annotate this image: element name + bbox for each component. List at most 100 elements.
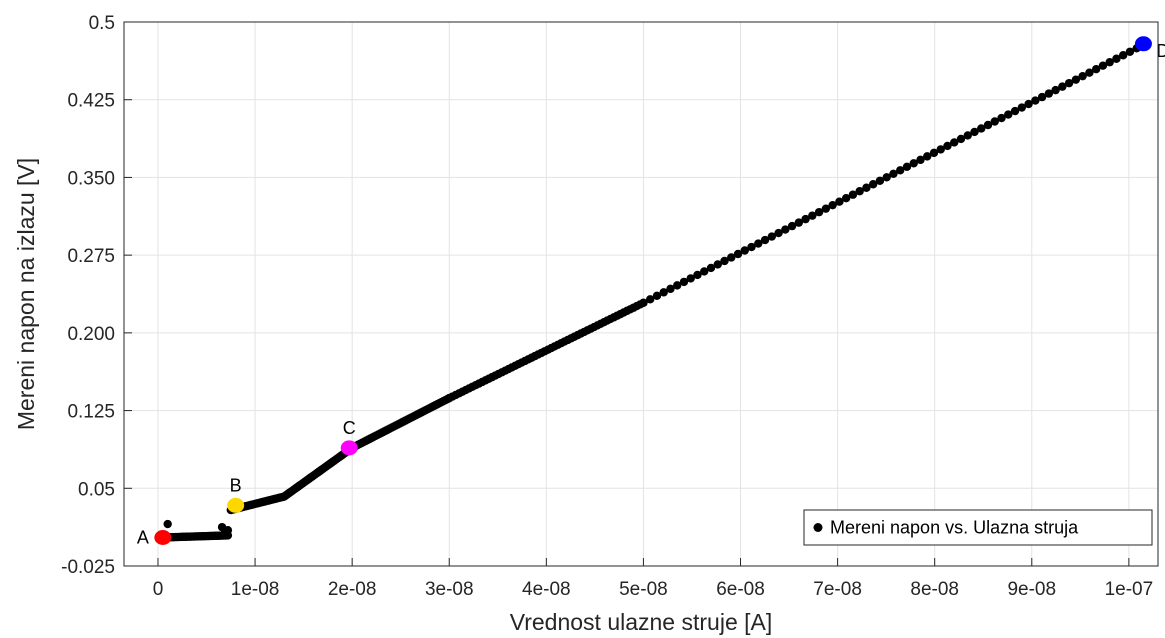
data-point	[862, 183, 871, 192]
data-point	[1098, 61, 1108, 70]
x-tick-label: 5e-08	[619, 579, 668, 600]
data-point	[760, 235, 770, 245]
data-point	[693, 270, 702, 280]
data-point	[801, 214, 810, 224]
plot-border	[123, 21, 1159, 567]
data-point	[923, 152, 932, 161]
annotation-label-b: B	[230, 475, 242, 495]
data-point	[909, 159, 918, 168]
data-point	[645, 295, 655, 304]
data-point	[821, 204, 831, 213]
y-tick-label: 0.425	[67, 91, 115, 112]
data-point	[868, 180, 878, 189]
data-point	[1010, 106, 1020, 116]
annotation-label-c: C	[343, 418, 356, 438]
annotation-label-a: A	[137, 528, 149, 548]
data-point	[841, 194, 851, 203]
data-point	[956, 134, 966, 144]
legend-box	[803, 509, 1153, 546]
data-point	[808, 211, 817, 220]
data-point	[673, 281, 682, 290]
annotation-points: A B C D	[137, 36, 1165, 548]
annotation-point-a	[154, 530, 172, 546]
data-point	[889, 169, 898, 179]
data-point	[1105, 58, 1114, 67]
y-axis-ticks: -0.025 0.05 0.125 0.200 0.275 0.350 0.425 0.5	[61, 13, 132, 578]
data-point	[794, 218, 804, 227]
data-point	[1031, 96, 1040, 105]
data-point	[740, 246, 749, 255]
data-point	[727, 253, 736, 262]
data-point	[787, 221, 797, 231]
y-tick-label: 0.125	[67, 402, 115, 423]
data-point	[781, 225, 790, 234]
annotation-point-d	[1134, 36, 1152, 52]
y-tick-label: 0.275	[67, 246, 115, 267]
data-point	[814, 207, 824, 217]
x-tick-label: 1e-08	[231, 579, 280, 600]
data-point	[855, 187, 864, 196]
data-point	[882, 173, 891, 182]
x-tick-label: 1e-07	[1105, 579, 1154, 600]
y-tick-label: -0.025	[61, 557, 115, 578]
y-tick-label: 0.350	[67, 168, 115, 189]
data-point	[1037, 92, 1047, 102]
data-point	[706, 263, 716, 273]
data-point	[902, 162, 912, 172]
data-point	[1078, 71, 1087, 81]
data-point	[943, 141, 952, 151]
data-point	[652, 291, 662, 301]
data-point	[639, 298, 648, 308]
y-tick-label: 0.05	[78, 479, 115, 500]
legend-marker	[813, 523, 823, 532]
data-point	[774, 228, 783, 238]
data-point	[220, 528, 230, 538]
data-point	[666, 284, 675, 294]
data-point	[875, 176, 885, 185]
x-tick-label: 9e-08	[1007, 579, 1056, 600]
data-point	[1085, 68, 1094, 77]
data-point	[659, 288, 668, 297]
data-point	[929, 148, 939, 158]
data-point	[1112, 54, 1121, 63]
data-point	[686, 274, 695, 283]
data-point	[747, 242, 756, 252]
data-point	[1125, 47, 1135, 56]
data-point	[963, 131, 972, 140]
data-point	[990, 117, 999, 126]
y-tick-label: 0.5	[89, 13, 115, 34]
data-point	[754, 239, 763, 248]
data-point	[1017, 103, 1027, 112]
data-point	[936, 145, 945, 154]
y-axis-title: Mereni napon na izlazu [V]	[13, 158, 39, 430]
data-point	[163, 519, 172, 529]
data-point	[1051, 85, 1060, 95]
x-tick-label: 0	[153, 579, 164, 600]
data-point	[1044, 89, 1054, 98]
legend-entry-label: Mereni napon vs. Ulazna struja	[830, 518, 1079, 538]
x-tick-label: 3e-08	[425, 579, 474, 600]
data-point	[713, 260, 722, 269]
data-point	[1004, 110, 1013, 119]
data-point	[1071, 75, 1081, 84]
data-point	[679, 277, 689, 287]
data-point	[1118, 51, 1128, 60]
data-point	[1058, 82, 1067, 91]
data-point	[700, 267, 709, 276]
x-tick-label: 4e-08	[522, 579, 571, 600]
x-tick-label: 7e-08	[813, 579, 862, 600]
data-point	[1091, 65, 1101, 74]
data-point	[950, 138, 959, 147]
x-tick-label: 8e-08	[910, 579, 959, 600]
data-point	[733, 249, 743, 259]
annotation-point-b	[227, 497, 245, 513]
x-tick-label: 2e-08	[328, 579, 377, 600]
x-axis-ticks: 0 1e-08 2e-08 3e-08 4e-08 5e-08 6e-08 7e-08 8e-0…	[153, 558, 1153, 600]
plot-area	[124, 22, 1158, 566]
data-point	[767, 232, 777, 241]
data-point	[895, 166, 905, 175]
data-point	[916, 155, 925, 165]
data-point	[970, 127, 979, 137]
annotation-label-d: D	[1156, 41, 1165, 61]
